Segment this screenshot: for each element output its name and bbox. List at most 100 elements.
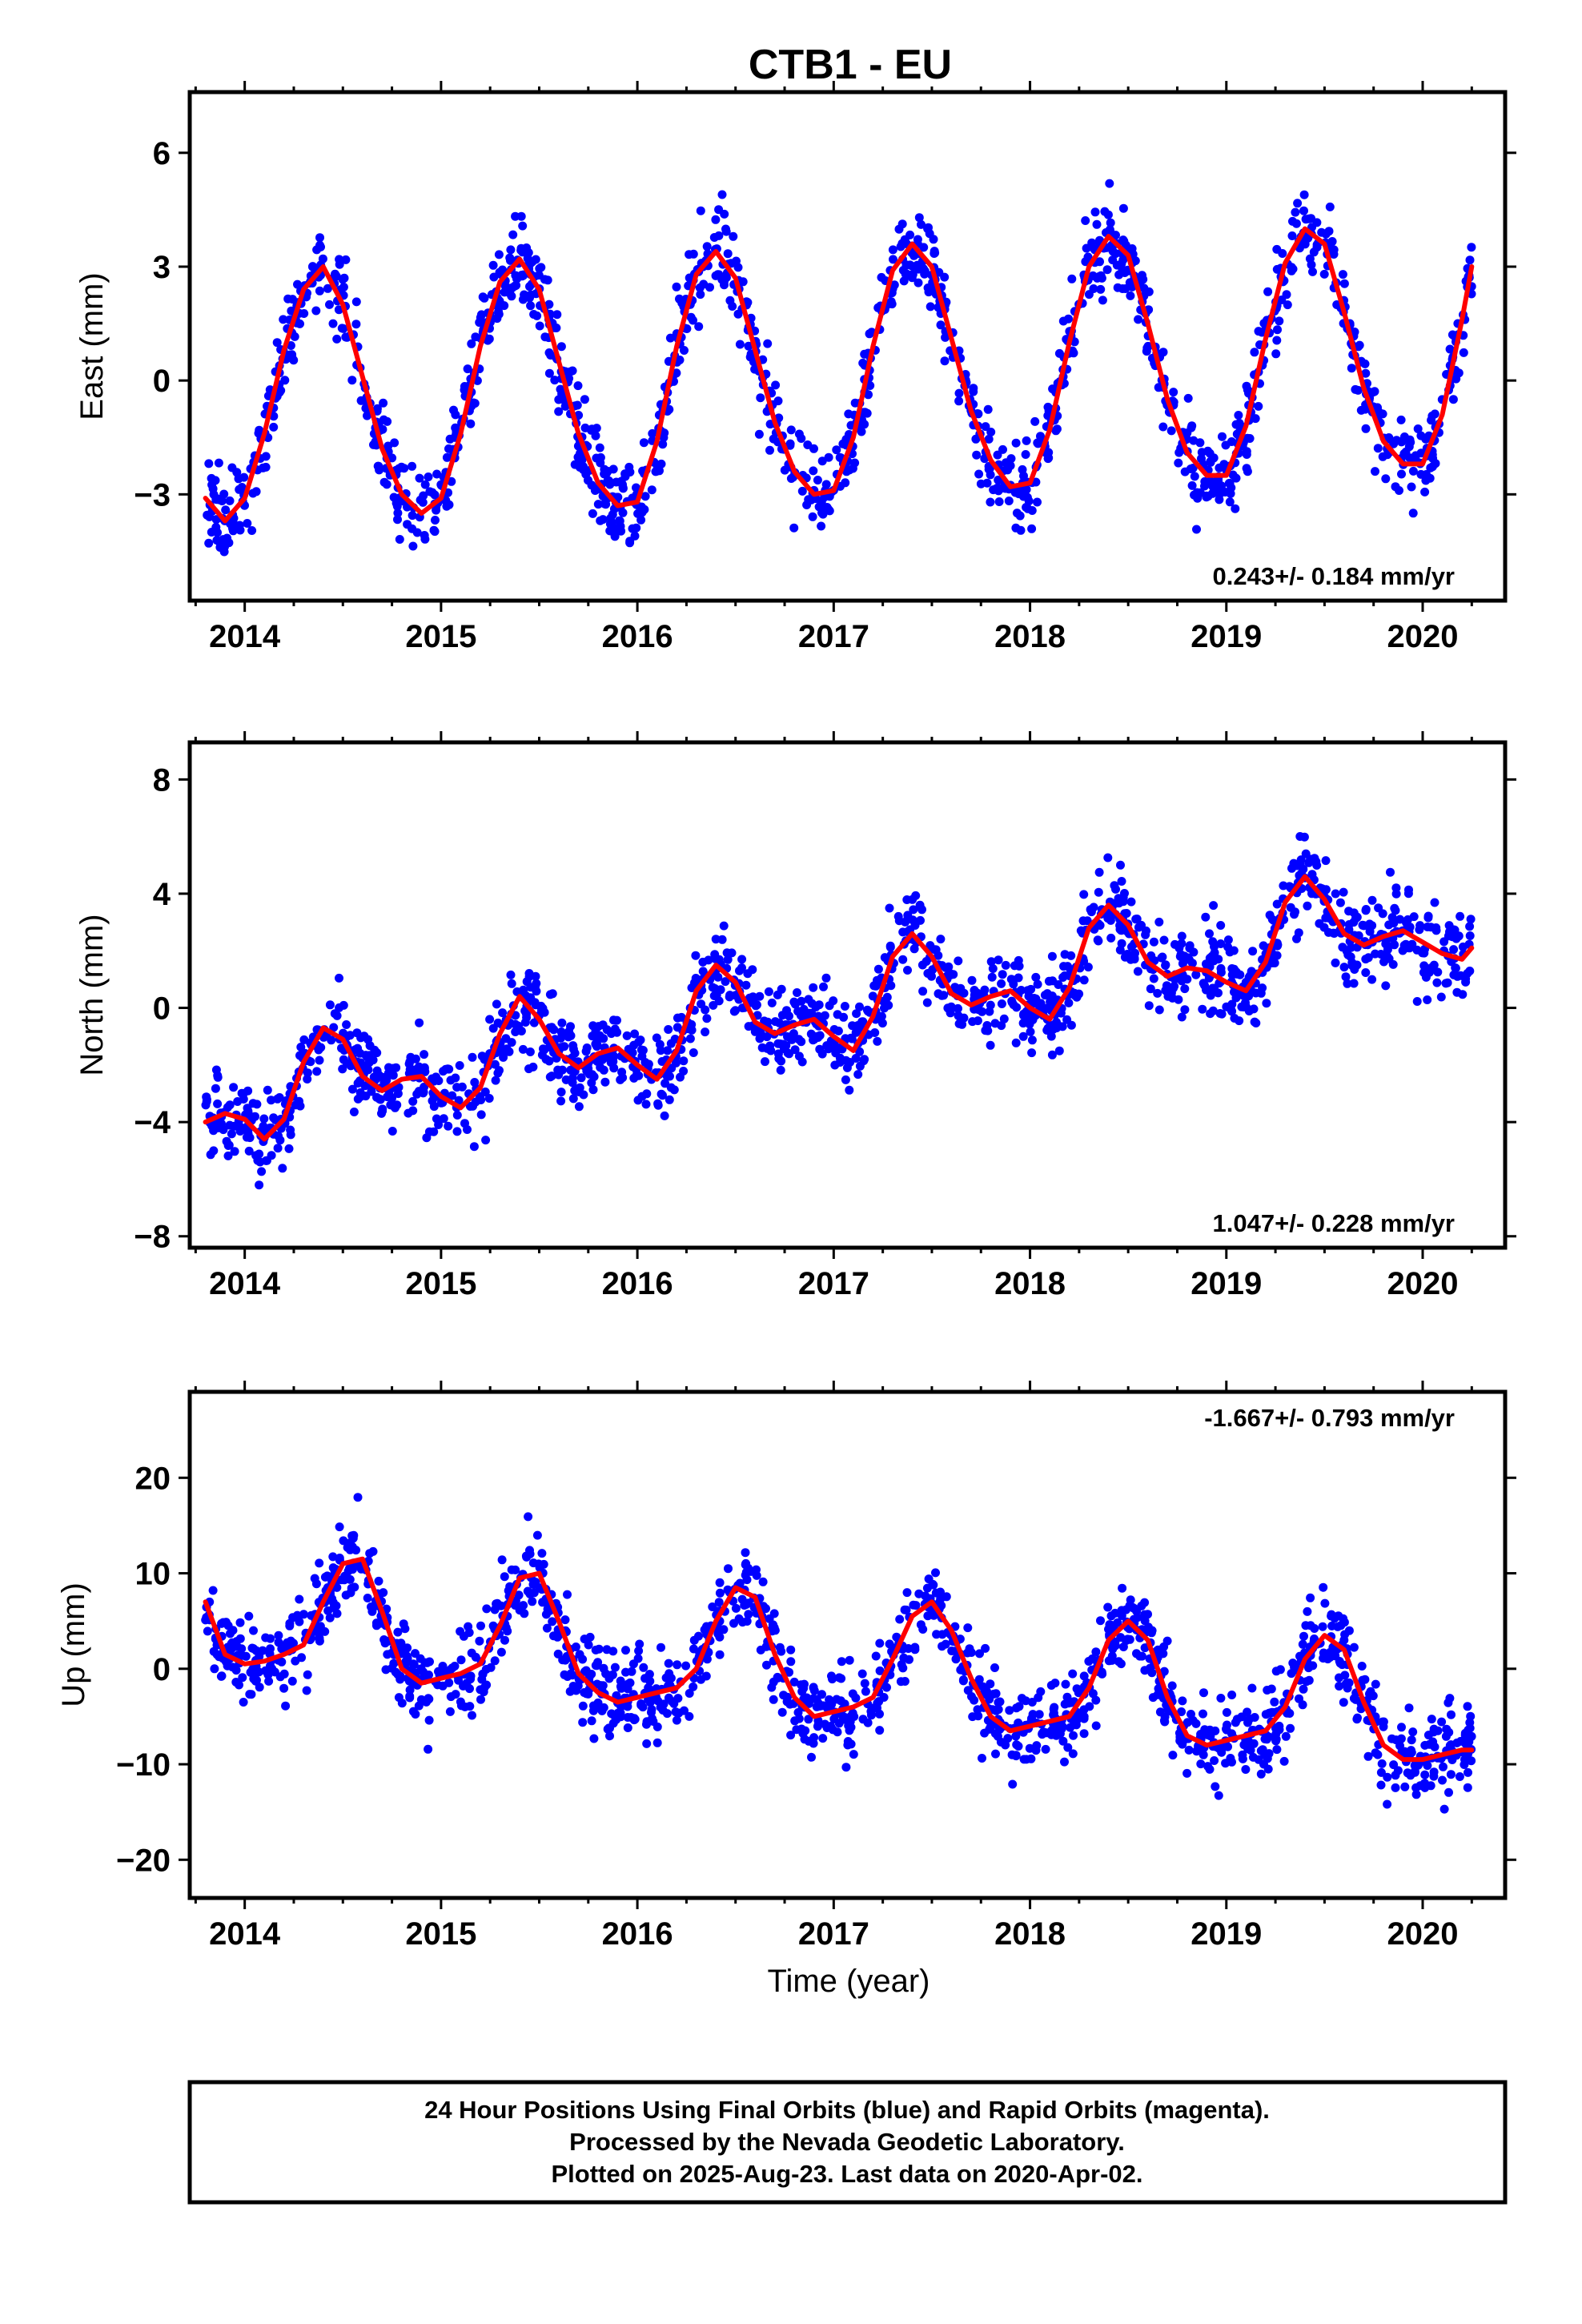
data-point — [303, 1670, 312, 1679]
data-point — [886, 297, 896, 307]
data-point — [608, 510, 617, 519]
data-point — [510, 1601, 520, 1610]
data-point — [1137, 1651, 1146, 1661]
data-point — [496, 1647, 506, 1657]
data-point — [327, 1594, 337, 1603]
data-point — [648, 1717, 658, 1726]
data-point — [325, 300, 334, 309]
data-point — [1298, 1700, 1307, 1710]
data-point — [664, 1693, 673, 1703]
plot-frame — [187, 1389, 1508, 1900]
data-point — [516, 211, 526, 221]
data-point — [275, 1093, 284, 1102]
data-point — [408, 524, 417, 533]
x-tick-label: 2018 — [994, 619, 1066, 654]
data-point — [735, 966, 744, 975]
data-point — [1354, 931, 1363, 940]
data-point — [206, 1150, 215, 1160]
data-point — [1357, 1662, 1367, 1671]
data-point — [303, 1068, 312, 1078]
data-point — [1373, 1750, 1383, 1759]
data-point — [267, 1664, 277, 1674]
data-point — [1249, 1004, 1259, 1014]
data-point — [273, 1144, 283, 1153]
data-point — [1133, 1613, 1142, 1622]
data-point — [1214, 1791, 1223, 1800]
data-point — [1022, 436, 1031, 445]
data-point — [1191, 1719, 1201, 1728]
data-point — [490, 1656, 500, 1666]
data-point — [1069, 1731, 1078, 1740]
data-point — [363, 1065, 373, 1075]
data-point — [312, 245, 322, 255]
data-point — [792, 1725, 801, 1735]
data-point — [337, 1043, 346, 1053]
data-point — [1018, 464, 1027, 474]
data-point — [1110, 1608, 1120, 1618]
data-point — [1355, 340, 1364, 350]
data-point — [725, 992, 734, 1002]
data-point — [1439, 1762, 1447, 1771]
data-point — [1106, 218, 1115, 227]
data-point — [1318, 1622, 1327, 1631]
data-point — [379, 1077, 389, 1087]
data-point — [1427, 450, 1437, 460]
data-point — [580, 1667, 589, 1676]
data-point — [1149, 974, 1158, 983]
data-point — [1199, 1688, 1208, 1698]
data-point — [1203, 492, 1213, 501]
data-point — [1058, 316, 1068, 326]
data-point — [800, 1679, 809, 1689]
data-point — [247, 1690, 256, 1699]
data-point — [281, 1701, 291, 1711]
data-point — [543, 275, 552, 285]
data-point — [865, 381, 875, 390]
data-point — [1098, 296, 1107, 305]
north-panel: 2014 2015 2016 2017 2018 2019 2020−8−4048North… — [74, 731, 1516, 1301]
data-point — [790, 1045, 800, 1055]
data-point — [744, 1610, 753, 1619]
x-tick-label: 2018 — [994, 1266, 1066, 1301]
data-point — [714, 270, 724, 279]
data-point — [783, 1692, 792, 1702]
data-point — [1336, 1621, 1346, 1630]
y-tick-label: −3 — [134, 477, 171, 513]
y-tick-label: −10 — [116, 1747, 171, 1783]
data-point — [1011, 438, 1021, 448]
data-point — [635, 1639, 644, 1649]
data-point — [797, 1007, 806, 1016]
data-point — [568, 1671, 577, 1680]
data-point — [640, 492, 650, 501]
data-point — [1360, 359, 1370, 368]
data-point — [259, 1114, 269, 1124]
data-point — [825, 1001, 834, 1011]
data-point — [647, 1705, 656, 1715]
data-point — [243, 519, 252, 528]
data-point — [1467, 243, 1476, 252]
data-point — [1025, 1019, 1034, 1029]
data-point — [584, 1063, 593, 1073]
data-point — [680, 346, 689, 355]
data-point — [1110, 249, 1120, 259]
data-point — [1180, 1005, 1190, 1015]
data-point — [981, 422, 990, 432]
data-point — [859, 1056, 869, 1066]
data-point — [228, 1626, 238, 1635]
data-point — [1349, 1642, 1359, 1652]
data-point — [717, 190, 727, 199]
data-point — [1222, 1002, 1231, 1011]
data-point — [332, 1609, 342, 1618]
data-point — [920, 266, 930, 275]
data-point — [587, 480, 596, 490]
data-point — [871, 981, 881, 991]
data-point — [648, 428, 657, 438]
data-point — [568, 1094, 578, 1104]
data-point — [934, 989, 943, 999]
footer-box — [187, 2080, 1508, 2205]
data-point — [494, 309, 504, 319]
data-point — [1143, 341, 1153, 351]
data-point — [592, 1042, 601, 1051]
data-point — [700, 1625, 709, 1634]
data-point — [832, 445, 841, 455]
data-point — [351, 320, 361, 329]
